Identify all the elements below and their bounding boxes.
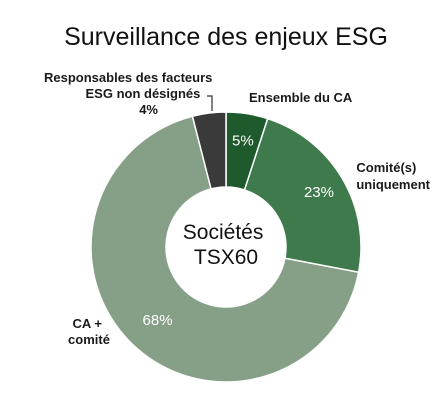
- donut-slices: [90, 111, 362, 383]
- slice-value-labels: 5% 23% 68%: [143, 132, 334, 329]
- chart-title: Surveillance des enjeux ESG: [64, 23, 388, 51]
- label-comites-uniquement: Comité(s) uniquement: [356, 160, 430, 192]
- label-ca-plus-comite: CA + comité: [68, 316, 110, 347]
- donut-slice: [191, 111, 227, 190]
- donut-slice: [243, 117, 362, 274]
- donut-slice: [90, 115, 360, 383]
- slice-value-label: 68%: [143, 312, 173, 329]
- slice-value-label: 23%: [304, 184, 334, 201]
- leader-line: [207, 95, 213, 111]
- center-label: Sociétés TSX60: [183, 221, 269, 269]
- label-ensemble-du-ca: Ensemble du CA: [249, 90, 353, 105]
- slice-value-label: 5%: [232, 132, 254, 149]
- label-responsables: Responsables des facteurs ESG non désign…: [44, 70, 216, 117]
